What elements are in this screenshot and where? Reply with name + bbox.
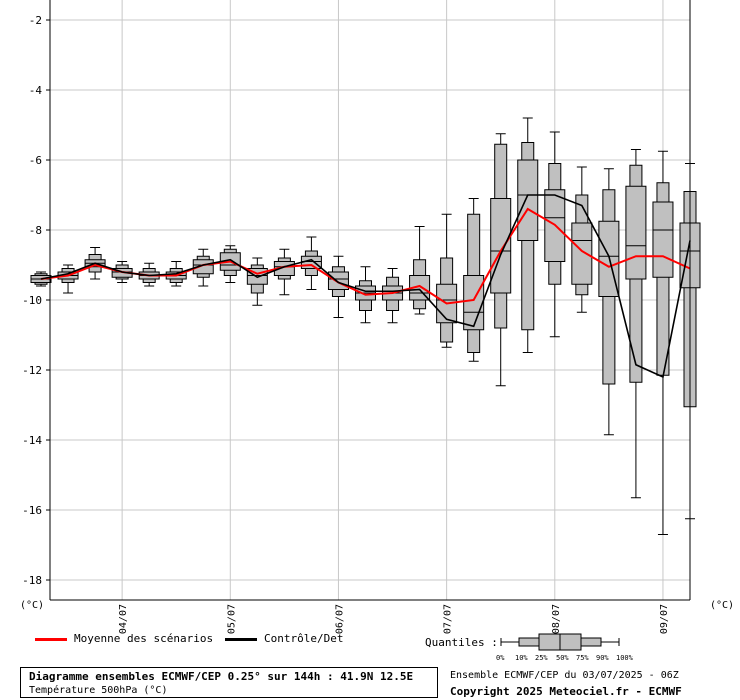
x-tick-label: 08/07	[551, 604, 562, 634]
box-25-75	[571, 222, 593, 285]
quantile-tick-label: 100%	[616, 654, 633, 662]
box-plot	[192, 248, 214, 287]
footer-copyright: Copyright 2025 Meteociel.fr - ECMWF	[450, 685, 682, 698]
y-tick-label: -10	[22, 294, 42, 307]
box-plot	[517, 117, 539, 353]
footer-title-box: Diagramme ensembles ECMWF/CEP 0.25° sur …	[20, 667, 438, 698]
axes: -2 -4 -6 -8 -10 -12 -14 -16 -18 04/07 05/07 06/07 07…	[22, 0, 691, 634]
y-tick-label: -2	[29, 14, 42, 27]
legend-control-label: Contrôle/Det	[264, 632, 344, 645]
quantile-tick-label: 0%	[496, 654, 505, 662]
box-plot	[327, 255, 349, 318]
box-25-75	[625, 185, 647, 280]
box-25-75	[490, 198, 512, 294]
box-25-75	[463, 275, 485, 331]
legend-mean-label: Moyenne des scénarios	[74, 632, 214, 645]
y-tick-label: -12	[22, 364, 42, 377]
quantiles-label: Quantiles :	[425, 636, 498, 649]
quantile-tick-label: 25%	[535, 654, 548, 662]
x-tick-label: 06/07	[334, 604, 345, 634]
box-plot	[273, 248, 295, 296]
y-unit-right: (°C)	[710, 600, 735, 611]
quantile-legend-box	[500, 633, 620, 651]
series-lines	[40, 194, 691, 379]
y-tick-label: -16	[22, 504, 42, 517]
legend-control-swatch	[225, 638, 257, 641]
y-unit-left: (°C)	[20, 600, 45, 611]
ensemble-chart: -2 -4 -6 -8 -10 -12 -14 -16 -18 04/07 05/07 06/07 07…	[22, 0, 701, 634]
box-25-75	[327, 271, 349, 290]
x-tick-label: 05/07	[226, 604, 237, 634]
x-tick-label: 07/07	[443, 604, 454, 634]
legend-mean-swatch	[35, 638, 67, 641]
quantile-tick-label: 10%	[515, 654, 528, 662]
footer-title: Diagramme ensembles ECMWF/CEP 0.25° sur …	[29, 670, 414, 683]
y-tick-label: -6	[29, 154, 42, 167]
quantile-tick-label: 50%	[556, 654, 569, 662]
quantile-tick-label: 90%	[596, 654, 609, 662]
y-tick-label: -18	[22, 574, 42, 587]
control-series-line	[40, 194, 691, 379]
x-tick-label: 04/07	[118, 604, 129, 634]
y-tick-label: -8	[29, 224, 42, 237]
y-tick-label: -4	[29, 84, 43, 97]
box-25-75	[652, 201, 674, 278]
x-tick-label: 09/07	[659, 604, 670, 634]
quantile-tick-label: 75%	[576, 654, 589, 662]
footer-run-info: Ensemble ECMWF/CEP du 03/07/2025 - 06Z	[450, 670, 679, 681]
footer-subtitle: Température 500hPa (°C)	[29, 685, 168, 696]
box-25-75	[517, 159, 539, 241]
y-tick-label: -14	[22, 434, 42, 447]
